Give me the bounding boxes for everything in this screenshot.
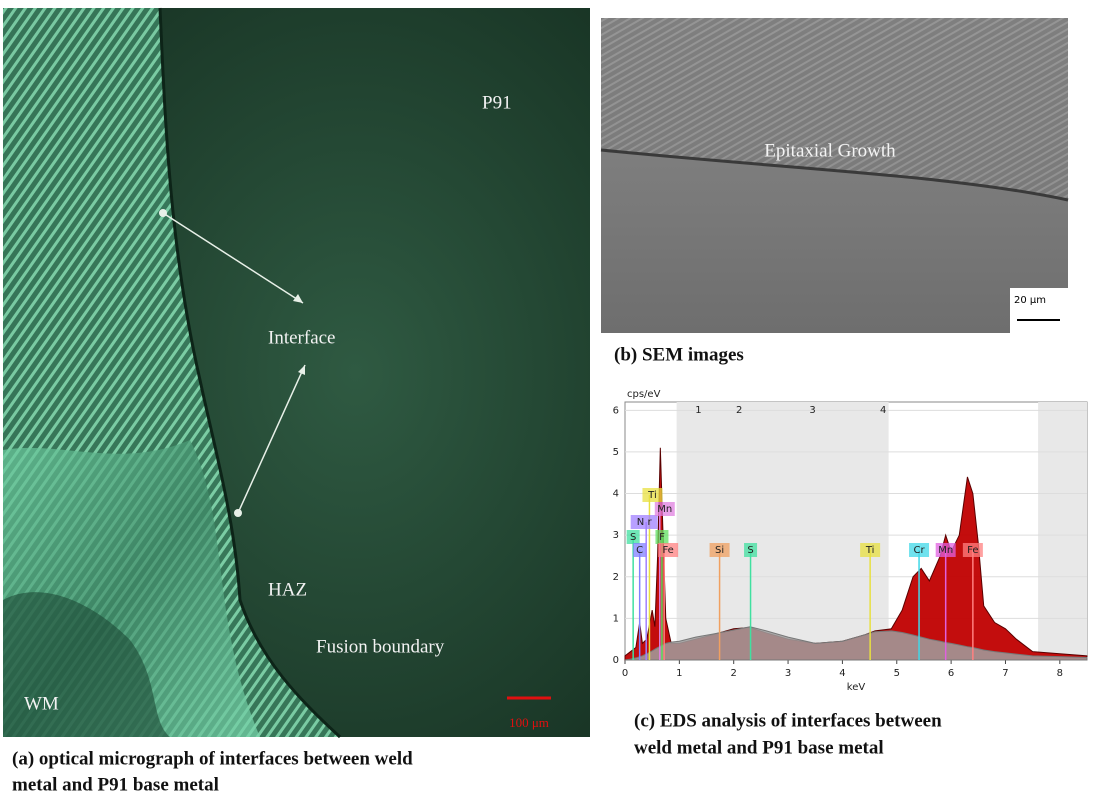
peak-label: Fe [662, 545, 673, 556]
peak-label: Cr [914, 545, 926, 556]
region-label: 4 [880, 405, 886, 416]
x-tick-label: 3 [785, 668, 791, 679]
shaded-region [677, 402, 889, 660]
caption-c: weld metal and P91 base metal [634, 737, 884, 758]
y-tick-label: 2 [613, 572, 619, 583]
x-tick-label: 7 [1002, 668, 1008, 679]
x-tick-label: 6 [948, 668, 954, 679]
region-label: 1 [695, 405, 701, 416]
peak-label: Mn [938, 545, 953, 556]
peak-label: Mn [657, 504, 672, 515]
label-epitaxial: Epitaxial Growth [764, 140, 896, 161]
y-tick-label: 1 [613, 613, 619, 624]
sem-scale-label: 20 μm [1014, 295, 1046, 306]
region-label: 3 [809, 405, 815, 416]
label-interface: Interface [268, 327, 336, 348]
x-tick-label: 5 [894, 668, 900, 679]
y-tick-label: 4 [613, 489, 619, 500]
x-tick-label: 2 [731, 668, 737, 679]
x-tick-label: 1 [676, 668, 682, 679]
y-tick-label: 6 [613, 405, 619, 416]
peak-label: Fe [967, 545, 978, 556]
y-tick-label: 0 [613, 655, 619, 666]
label-p91: P91 [482, 92, 512, 113]
caption-c: (c) EDS analysis of interfaces between [634, 710, 942, 731]
peak-label: S [747, 545, 753, 556]
y-axis-label: cps/eV [627, 389, 661, 400]
label-haz: HAZ [268, 579, 307, 600]
label-wm: WM [24, 693, 59, 714]
x-tick-label: 4 [839, 668, 845, 679]
region-label: 2 [736, 405, 742, 416]
micrograph-a: P91 Interface HAZ Fusion boundary WM 100… [3, 8, 590, 737]
shaded-region [1038, 402, 1087, 660]
peak-label: F [659, 532, 665, 543]
caption-a: metal and P91 base metal [12, 774, 219, 795]
caption-a: (a) optical micrograph of interfaces bet… [12, 748, 413, 769]
caption-b: (b) SEM images [614, 344, 744, 365]
sem-image: Epitaxial Growth 20 μm [601, 18, 1068, 333]
peak-label: Ti [865, 545, 875, 556]
x-axis-label: keV [847, 682, 866, 693]
x-tick-label: 8 [1057, 668, 1063, 679]
peak-label: S [630, 532, 636, 543]
x-tick-label: 0 [622, 668, 628, 679]
figure: P91 Interface HAZ Fusion boundary WM 100… [0, 0, 1094, 798]
peak-label: Si [715, 545, 724, 556]
y-tick-label: 3 [613, 530, 619, 541]
peak-label: N r [637, 517, 653, 528]
label-fusion: Fusion boundary [316, 636, 445, 657]
peak-label: Ti [647, 490, 657, 501]
peak-label: C [636, 545, 643, 556]
y-tick-label: 5 [613, 447, 619, 458]
scale-bar-label: 100 μm [509, 715, 549, 730]
